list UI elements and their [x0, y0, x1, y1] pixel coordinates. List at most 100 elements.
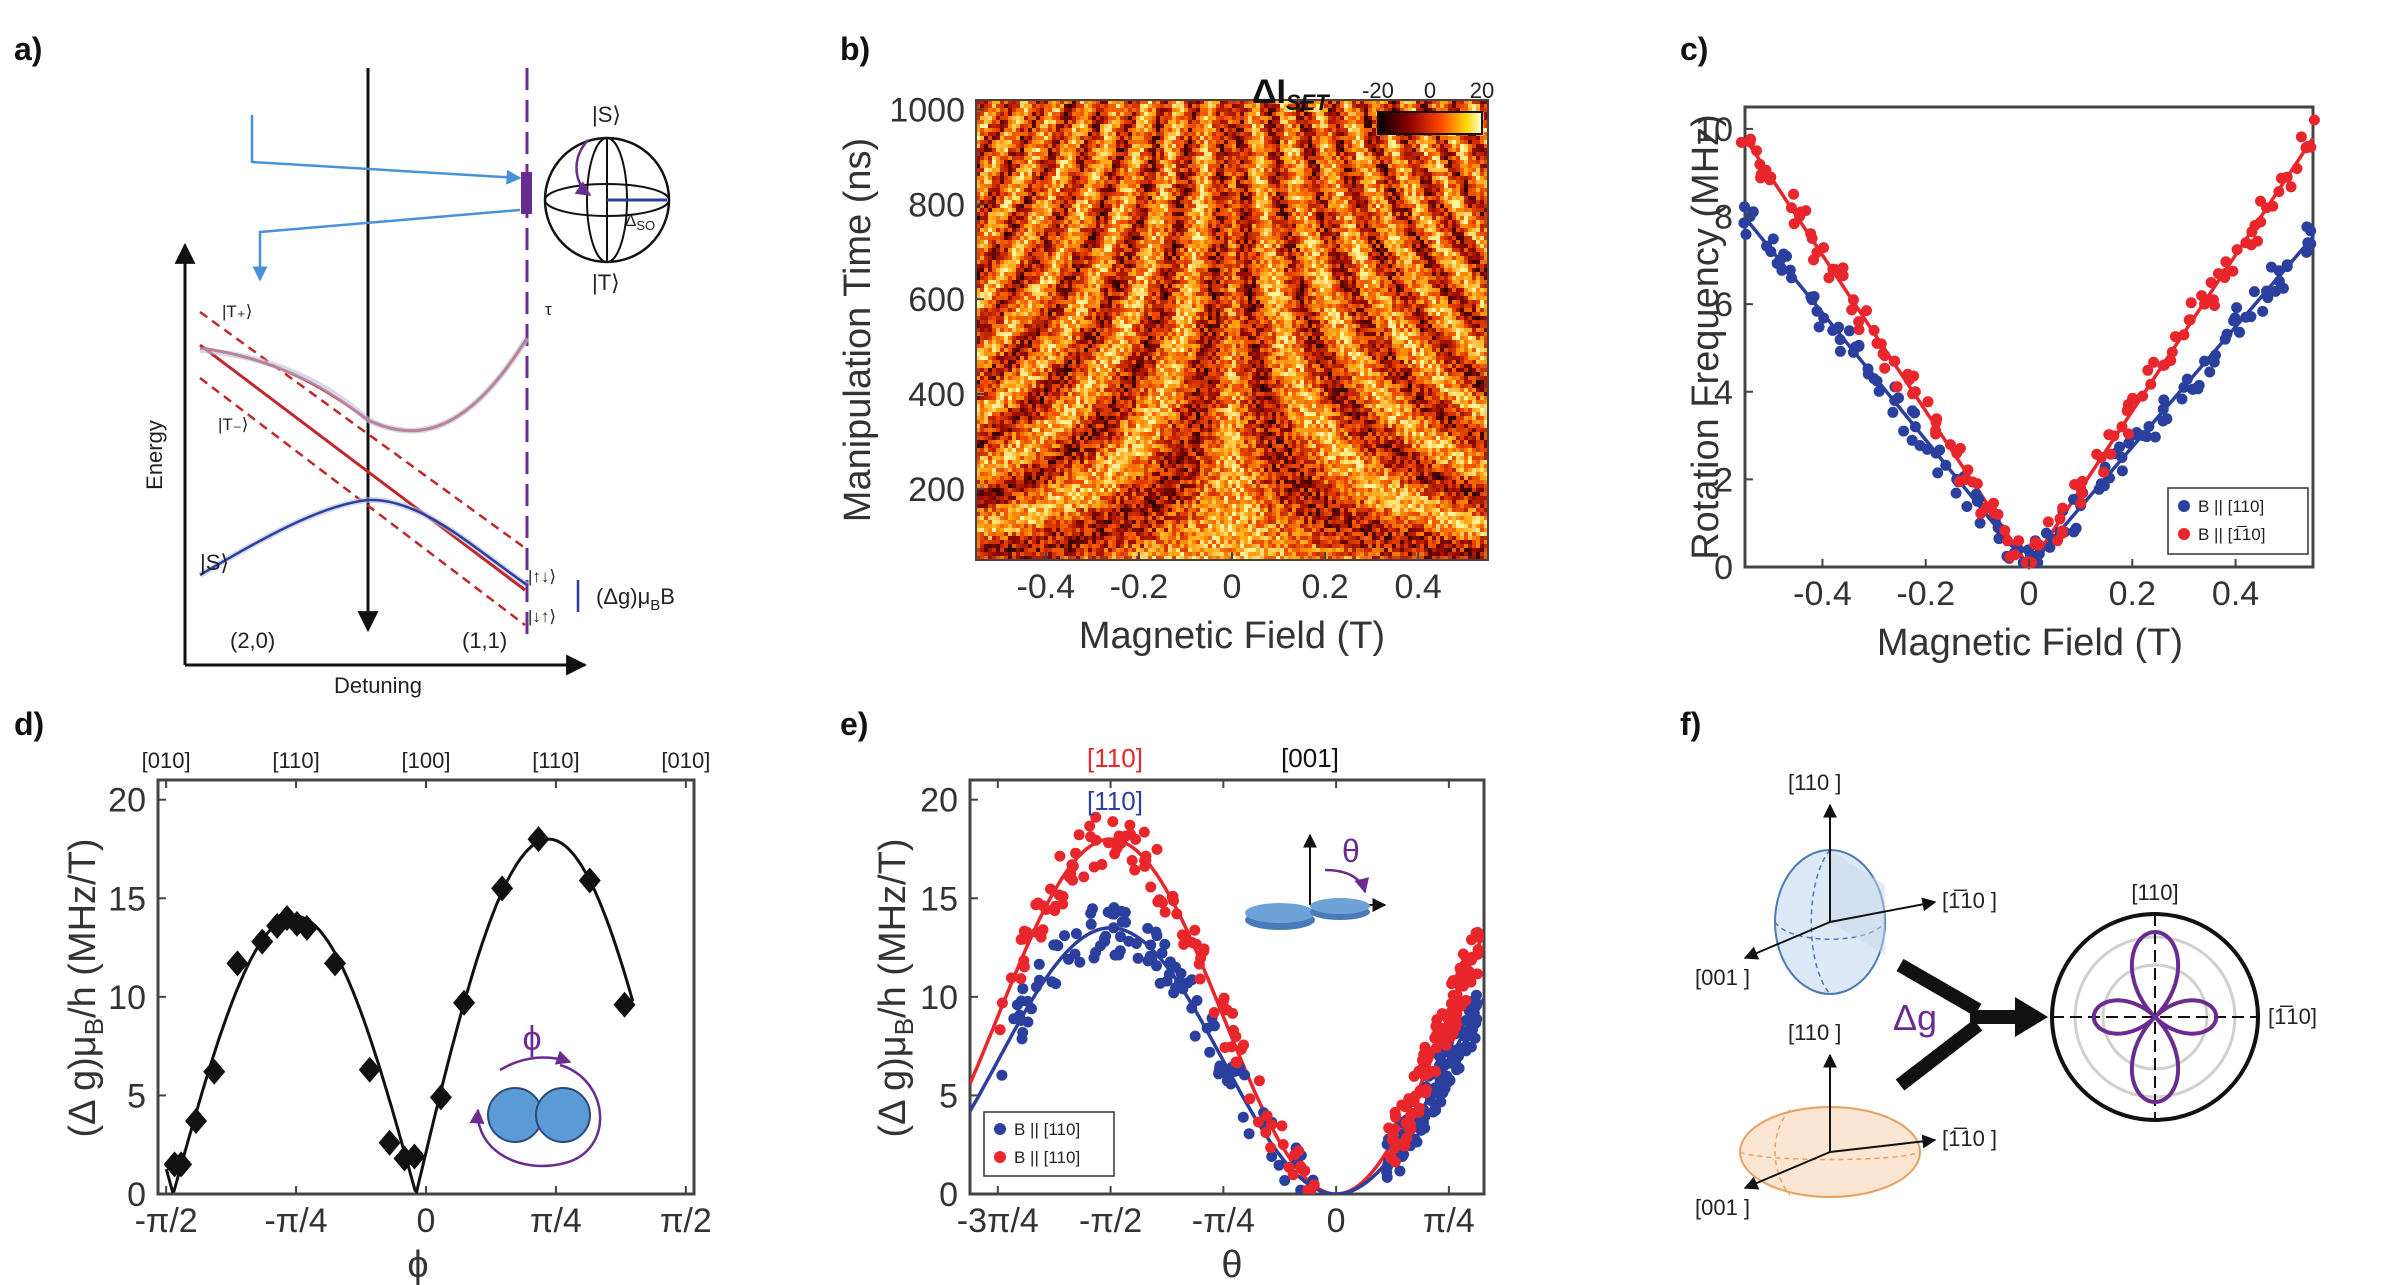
heatmap-cell [1012, 248, 1017, 253]
heatmap-cell [1456, 136, 1461, 141]
heatmap-cell [1452, 248, 1457, 253]
heatmap-cell [1216, 108, 1221, 113]
heatmap-cell [1036, 192, 1041, 197]
heatmap-cell [1140, 148, 1145, 153]
heatmap-cell [1404, 108, 1409, 113]
heatmap-cell [1180, 132, 1185, 137]
heatmap-cell [1364, 228, 1369, 233]
heatmap-cell [1064, 236, 1069, 241]
heatmap-cell [980, 228, 985, 233]
heatmap-cell [1144, 140, 1149, 145]
heatmap-cell [1028, 104, 1033, 109]
heatmap-cell [1308, 124, 1313, 129]
heatmap-cell [1128, 240, 1133, 245]
heatmap-cell [1344, 148, 1349, 153]
heatmap-cell [1032, 140, 1037, 145]
heatmap-cell [1312, 228, 1317, 233]
heatmap-cell [1356, 204, 1361, 209]
heatmap-cell [1040, 164, 1045, 169]
heatmap-cell [1340, 100, 1345, 105]
heatmap-cell [984, 140, 989, 145]
heatmap-cell [1260, 244, 1265, 249]
heatmap-cell [1084, 184, 1089, 189]
heatmap-cell [1480, 228, 1485, 233]
heatmap-cell [1240, 164, 1245, 169]
heatmap-cell [1312, 216, 1317, 221]
heatmap-cell [1476, 180, 1481, 185]
heatmap-cell [1068, 104, 1073, 109]
heatmap-cell [1276, 120, 1281, 125]
heatmap-cell [1336, 168, 1341, 173]
heatmap-cell [1472, 208, 1477, 213]
heatmap-cell [1072, 124, 1077, 129]
heatmap-cell [1064, 184, 1069, 189]
heatmap-cell [1268, 204, 1273, 209]
heatmap-cell [1452, 100, 1457, 105]
heatmap-cell [1056, 244, 1061, 249]
heatmap-cell [1272, 232, 1277, 237]
heatmap-cell [1316, 240, 1321, 245]
heatmap-cell [1120, 148, 1125, 153]
heatmap-cell [1004, 148, 1009, 153]
heatmap-cell [1244, 180, 1249, 185]
heatmap-cell [1304, 100, 1309, 105]
heatmap-cell [1332, 136, 1337, 141]
heatmap-cell [1132, 244, 1137, 249]
heatmap-cell [1380, 216, 1385, 221]
heatmap-cell [1208, 108, 1213, 113]
heatmap-cell [1004, 128, 1009, 133]
heatmap-cell [1208, 100, 1213, 105]
heatmap-cell [1212, 232, 1217, 237]
heatmap-cell [1024, 180, 1029, 185]
heatmap-cell [1320, 240, 1325, 245]
heatmap-cell [1020, 192, 1025, 197]
heatmap-cell [1260, 140, 1265, 145]
heatmap-cell [1096, 100, 1101, 105]
heatmap-cell [1016, 184, 1021, 189]
heatmap-cell [1316, 120, 1321, 125]
heatmap-cell [1180, 140, 1185, 145]
heatmap-cell [1084, 144, 1089, 149]
heatmap-cell [1196, 156, 1201, 161]
heatmap-cell [1144, 156, 1149, 161]
heatmap-cell [1336, 172, 1341, 177]
heatmap-cell [976, 248, 981, 253]
heatmap-cell [1220, 124, 1225, 129]
heatmap-cell [1224, 172, 1229, 177]
heatmap-cell [1068, 124, 1073, 129]
heatmap-cell [1248, 120, 1253, 125]
heatmap-cell [1396, 220, 1401, 225]
heatmap-cell [996, 188, 1001, 193]
heatmap-cell [1072, 128, 1077, 133]
heatmap-cell [1228, 168, 1233, 173]
heatmap-cell [1028, 228, 1033, 233]
heatmap-cell [1172, 132, 1177, 137]
heatmap-cell [1404, 228, 1409, 233]
heatmap-cell [988, 232, 993, 237]
heatmap-cell [1392, 212, 1397, 217]
heatmap-cell [1376, 184, 1381, 189]
heatmap-cell [1392, 188, 1397, 193]
heatmap-cell [1116, 216, 1121, 221]
heatmap-cell [1160, 192, 1165, 197]
heatmap-cell [1092, 188, 1097, 193]
heatmap-cell [1176, 220, 1181, 225]
heatmap-cell [992, 220, 997, 225]
heatmap-cell [1392, 244, 1397, 249]
heatmap-cell [1000, 124, 1005, 129]
heatmap-cell [1016, 124, 1021, 129]
heatmap-cell [1408, 200, 1413, 205]
heatmap-cell [976, 184, 981, 189]
heatmap-cell [1168, 224, 1173, 229]
heatmap-cell [1112, 148, 1117, 153]
heatmap-cell [984, 152, 989, 157]
heatmap-cell [1472, 160, 1477, 165]
heatmap-cell [980, 240, 985, 245]
heatmap-cell [1204, 240, 1209, 245]
heatmap-cell [1120, 128, 1125, 133]
heatmap-cell [1192, 216, 1197, 221]
heatmap-cell [1276, 180, 1281, 185]
heatmap-cell [1052, 172, 1057, 177]
heatmap-cell [980, 152, 985, 157]
heatmap-cell [1472, 100, 1477, 105]
